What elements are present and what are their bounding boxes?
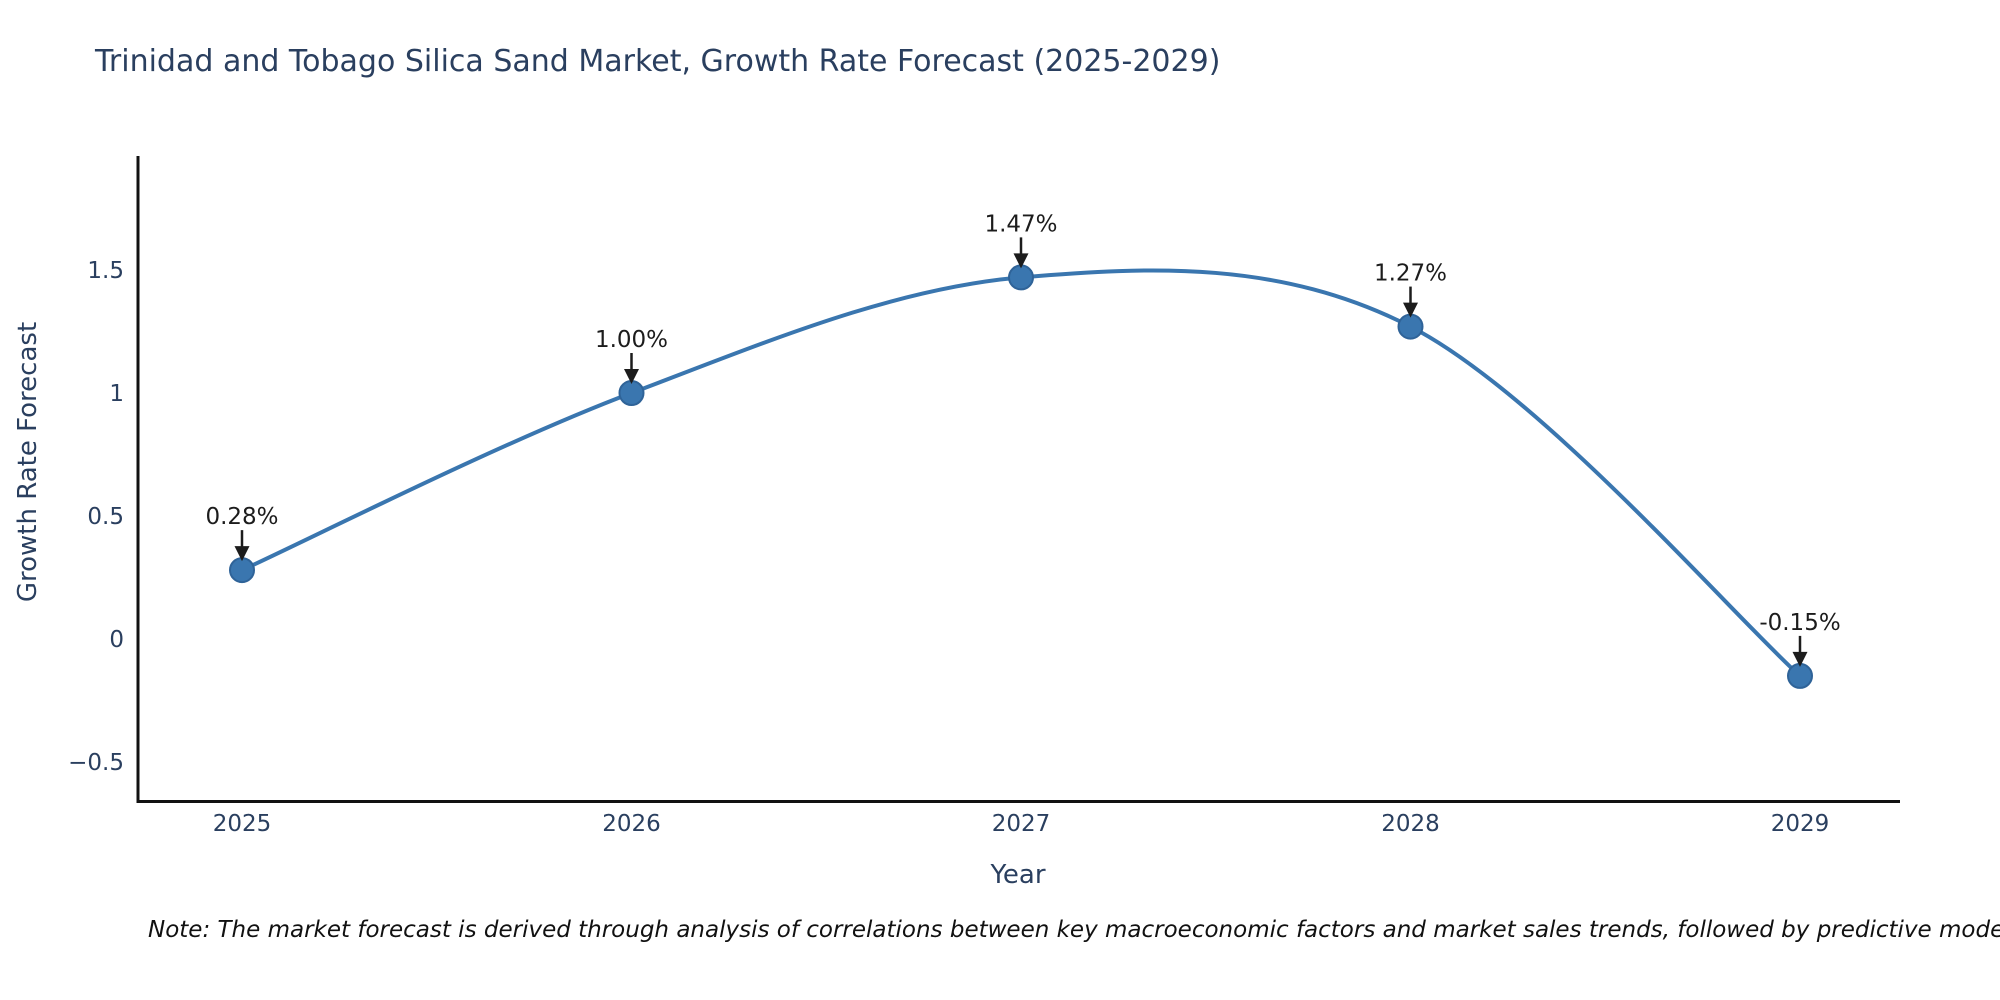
data-point-label: -0.15% bbox=[1759, 610, 1840, 636]
annotation-arrow-head-icon bbox=[624, 369, 639, 384]
x-axis-title: Year bbox=[990, 860, 1046, 890]
y-axis-title: Growth Rate Forecast bbox=[13, 321, 43, 603]
data-point-2028[interactable] bbox=[1397, 313, 1424, 340]
x-tick-label: 2029 bbox=[1771, 811, 1830, 837]
y-tick-label: 0.5 bbox=[87, 504, 124, 530]
data-point-label: 0.28% bbox=[205, 504, 278, 530]
data-point-label: 1.47% bbox=[984, 211, 1057, 237]
y-tick-label: 0 bbox=[109, 627, 124, 653]
data-point-2025[interactable] bbox=[229, 557, 255, 584]
footnote: Note: The market forecast is derived thr… bbox=[148, 917, 2000, 943]
y-tick-label: 1 bbox=[109, 381, 124, 407]
forecast-line bbox=[240, 268, 1802, 678]
annotation-arrow-head-icon bbox=[1792, 651, 1808, 667]
x-tick-label: 2026 bbox=[602, 811, 661, 837]
data-point-label: 1.27% bbox=[1374, 261, 1447, 287]
data-point-2026[interactable] bbox=[618, 380, 645, 406]
x-tick-label: 2025 bbox=[213, 811, 272, 837]
annotation-arrow-head-icon bbox=[234, 546, 250, 562]
annotation-arrow-head-icon bbox=[1013, 253, 1029, 269]
annotation-arrow-head-icon bbox=[1403, 302, 1418, 318]
x-tick-label: 2028 bbox=[1381, 811, 1440, 837]
data-point-2027[interactable] bbox=[1008, 264, 1034, 291]
x-tick-label: 2027 bbox=[992, 811, 1051, 837]
chart-title: Trinidad and Tobago Silica Sand Market, … bbox=[95, 44, 1221, 79]
data-point-label: 1.00% bbox=[595, 327, 668, 353]
y-tick-label: −0.5 bbox=[68, 750, 124, 776]
data-point-2029[interactable] bbox=[1787, 662, 1813, 689]
y-tick-label: 1.5 bbox=[87, 258, 124, 284]
